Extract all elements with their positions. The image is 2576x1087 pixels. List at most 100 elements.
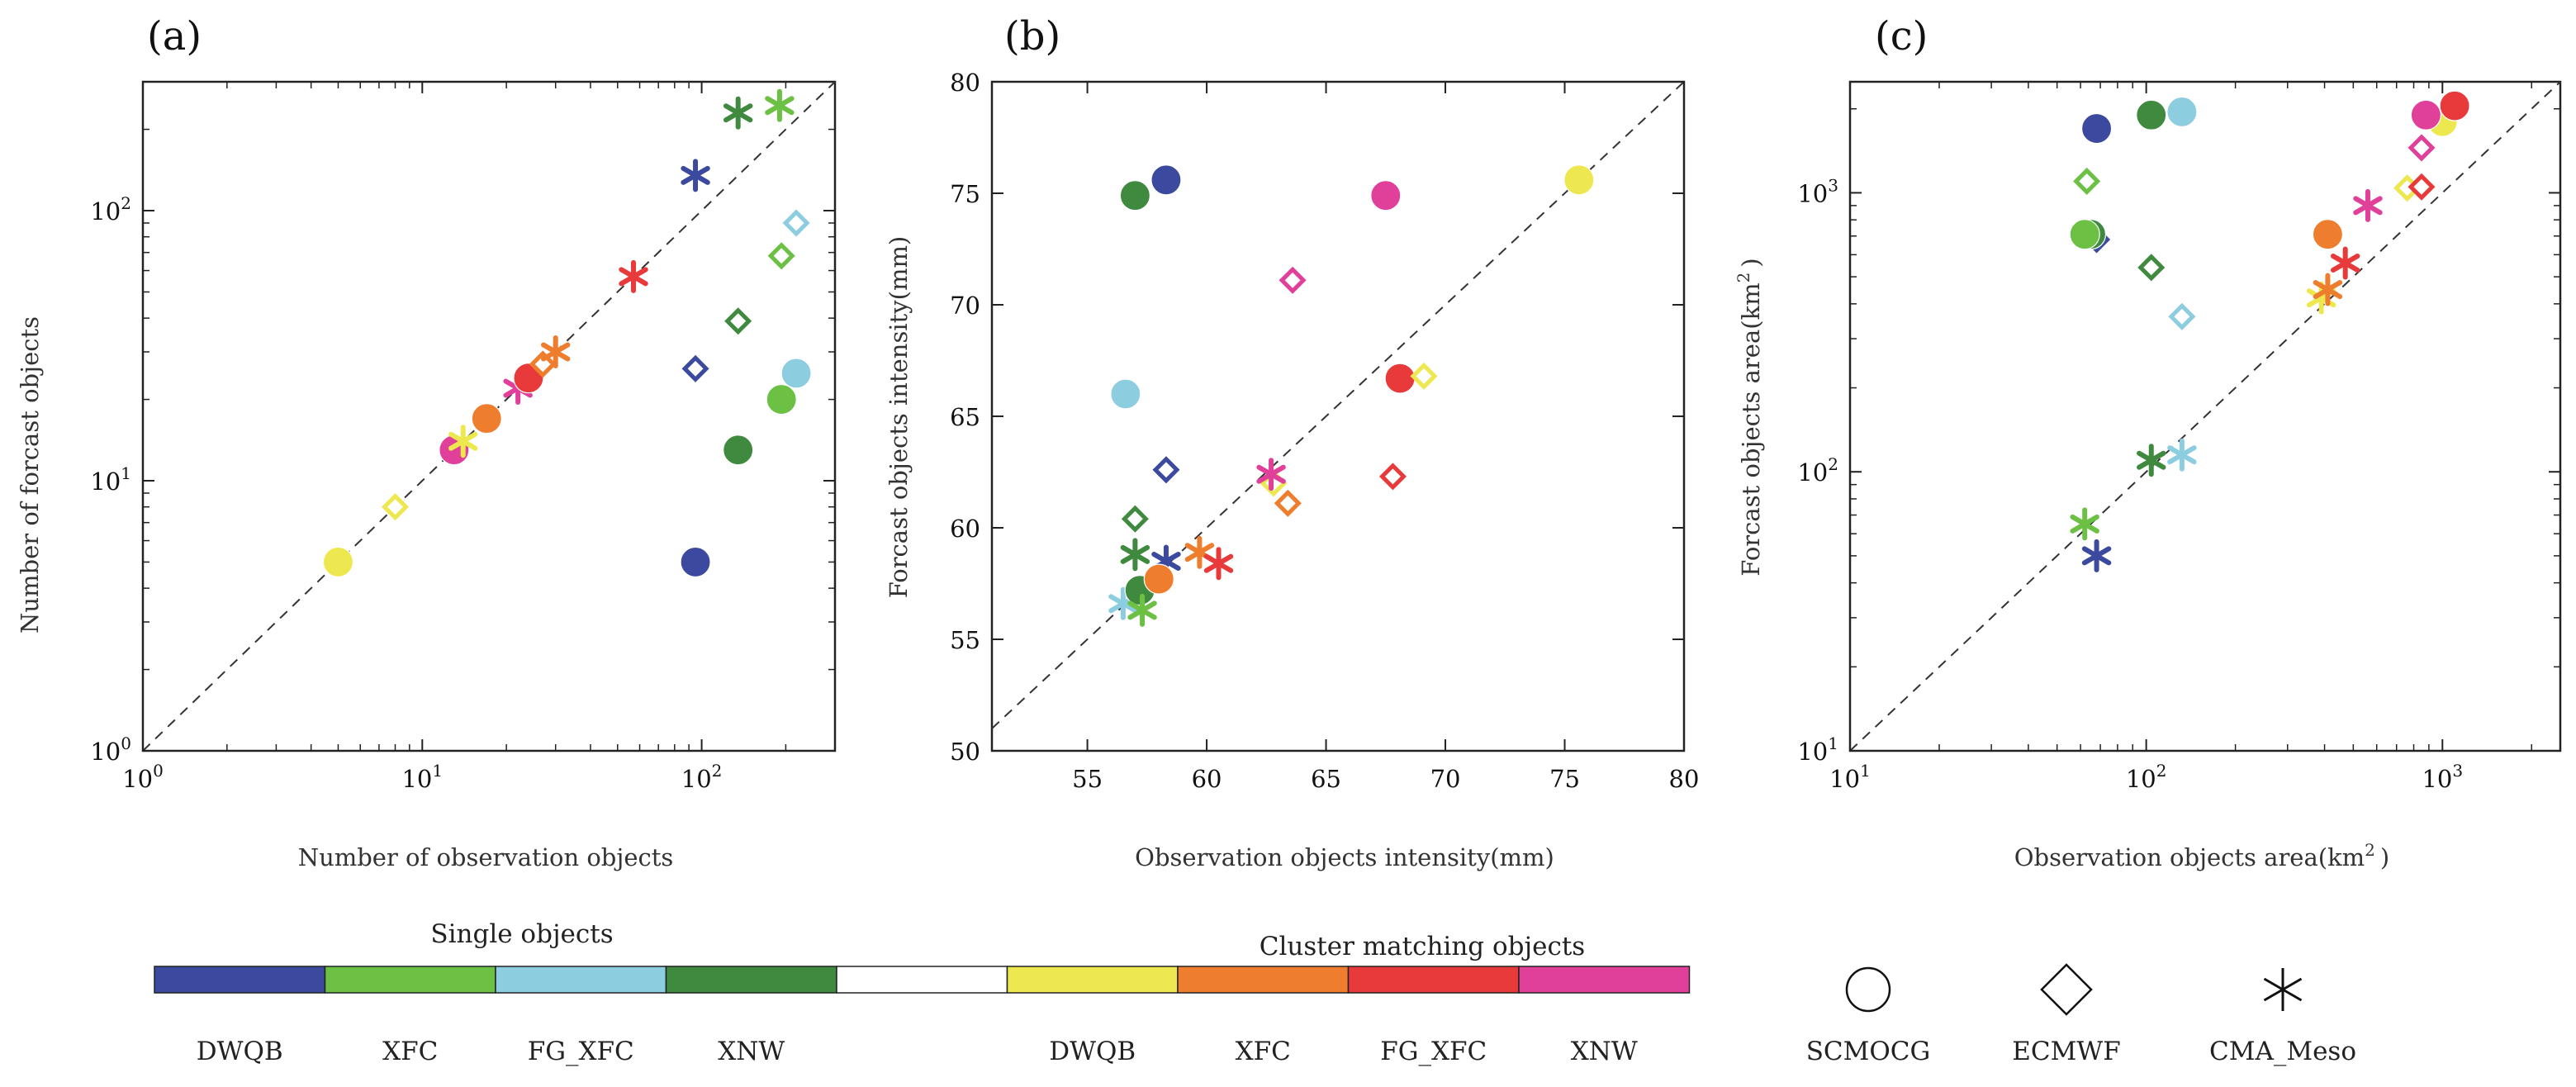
point-diamond-c (2168, 302, 2196, 330)
legend-diamond-marker (2040, 963, 2093, 1016)
point-circle-b (1150, 164, 1182, 196)
panel-label-a: (a) (147, 13, 202, 59)
point-diamond-b (1274, 489, 1302, 517)
points-c (2069, 90, 2470, 572)
point-circle-a (766, 383, 797, 415)
x-axis-title-a: Number of observation objects (298, 843, 674, 871)
legend-single-title: Single objects (430, 919, 613, 949)
y-axis-title-c-exp: 2 (1734, 273, 1753, 283)
points-a (322, 88, 812, 578)
y-tick-label-c: 102 (1797, 454, 1838, 487)
point-circle-b (1119, 180, 1150, 211)
y-tick-label-b: 75 (950, 180, 980, 208)
point-diamond-a (767, 242, 795, 270)
x-axis-title-c-close: ) (2380, 843, 2389, 871)
colorbar-segment (495, 966, 667, 994)
y-tick-label-b: 65 (950, 403, 980, 431)
point-circle-c (2439, 90, 2470, 121)
diagonal-line-c (1849, 81, 2561, 752)
legend-cluster-title: Cluster matching objects (1260, 932, 1585, 961)
x-tick-label-a: 102 (681, 761, 723, 793)
x-tick-label-a: 101 (401, 761, 443, 793)
y-axis-title-c-text: Forcast objects area(km (1737, 282, 1765, 576)
panel-c: (c) Observation objects area(km2) Forcas… (1734, 13, 2562, 871)
point-circle-c (2136, 99, 2167, 131)
y-tick-label-a: 102 (90, 193, 131, 225)
y-tick-label-b: 80 (950, 69, 980, 97)
point-diamond-c (2073, 167, 2101, 195)
point-diamond-c (2408, 134, 2436, 162)
point-star-a (723, 96, 753, 130)
plot-frame-c (1848, 80, 2562, 752)
point-diamond-b (1279, 266, 1307, 294)
y-tick-label-b: 60 (950, 515, 980, 543)
point-star-b (1127, 593, 1157, 627)
x-tick-label-b: 80 (1669, 765, 1700, 793)
point-star-c (2313, 273, 2343, 306)
colorbar-segment (1518, 966, 1691, 994)
point-star-b (1256, 458, 1286, 491)
colorbar-segment (1177, 966, 1350, 994)
y-axis-title-c: Forcast objects area(km2) (1734, 258, 1765, 576)
point-circle-c (2080, 112, 2113, 145)
y-tick-label-b: 70 (950, 292, 980, 320)
point-star-c (2070, 507, 2099, 541)
point-circle-b (1384, 363, 1416, 394)
point-circle-b (1110, 378, 1141, 410)
panel-b: (b) Observation objects intensity(mm) Fo… (885, 13, 1699, 871)
x-axis-title-b: Observation objects intensity(mm) (1135, 843, 1554, 871)
point-circle-b (1143, 563, 1174, 595)
marker-legend-label: SCMOCG (1806, 1037, 1931, 1066)
y-axis-title-a: Number of forcast objects (16, 316, 44, 634)
point-star-b (1120, 538, 1150, 572)
colorbar-label: DWQB (197, 1037, 283, 1066)
point-star-a (681, 159, 710, 192)
y-axis-title-b: Forcast objects intensity(mm) (885, 236, 913, 599)
panel-label-c: (c) (1875, 13, 1928, 59)
colorbar-segment (1006, 966, 1179, 994)
point-diamond-b (1378, 463, 1407, 491)
point-star-c (2137, 444, 2166, 477)
y-tick-label-b: 55 (950, 626, 980, 654)
colorbar-segment (665, 966, 837, 994)
point-diamond-a (782, 209, 810, 237)
colorbar-segment (154, 966, 326, 994)
point-circle-a (680, 546, 711, 578)
colorbar-label: FG_XFC (1380, 1037, 1487, 1066)
point-diamond-b (1152, 456, 1180, 484)
point-diamond-a (724, 307, 752, 335)
point-diamond-a (381, 493, 410, 521)
point-circle-a (723, 434, 754, 466)
panel-a: (a) Number of observation objects Number… (16, 13, 837, 871)
point-star-b (1203, 547, 1234, 581)
point-star-b (1184, 535, 1215, 569)
x-tick-label-b: 55 (1072, 765, 1103, 793)
point-diamond-c (2408, 173, 2436, 201)
point-star-c (2167, 438, 2197, 472)
y-tick-label-c: 101 (1797, 733, 1838, 766)
point-circle-c (2166, 96, 2198, 128)
point-circle-a (471, 403, 502, 434)
x-tick-label-b: 60 (1192, 765, 1222, 793)
colorbar-segment (324, 966, 496, 994)
x-tick-label-c: 101 (1829, 761, 1871, 793)
point-circle-c (2410, 99, 2441, 131)
diagonal-line-a (142, 81, 836, 752)
point-circle-a (780, 358, 812, 389)
point-circle-b (1563, 164, 1595, 196)
y-tick-label-a: 100 (90, 733, 131, 766)
point-diamond-b (1410, 362, 1438, 390)
x-axis-title-c: Observation objects area(km2) (2014, 840, 2389, 871)
legend-circle-marker (1845, 966, 1891, 1013)
point-star-c (2330, 246, 2360, 280)
colorbar-segment (836, 966, 1008, 994)
x-tick-label-c: 103 (2422, 761, 2463, 793)
legend: Single objects Cluster matching objects … (154, 919, 2356, 1066)
colorbar-segment (1347, 966, 1520, 994)
point-star-c (2081, 539, 2112, 572)
marker-legend-label: ECMWF (2012, 1037, 2120, 1066)
colorbar-label: FG_XFC (528, 1037, 634, 1066)
point-circle-c (2312, 219, 2344, 250)
colorbar-label: XFC (382, 1037, 438, 1066)
